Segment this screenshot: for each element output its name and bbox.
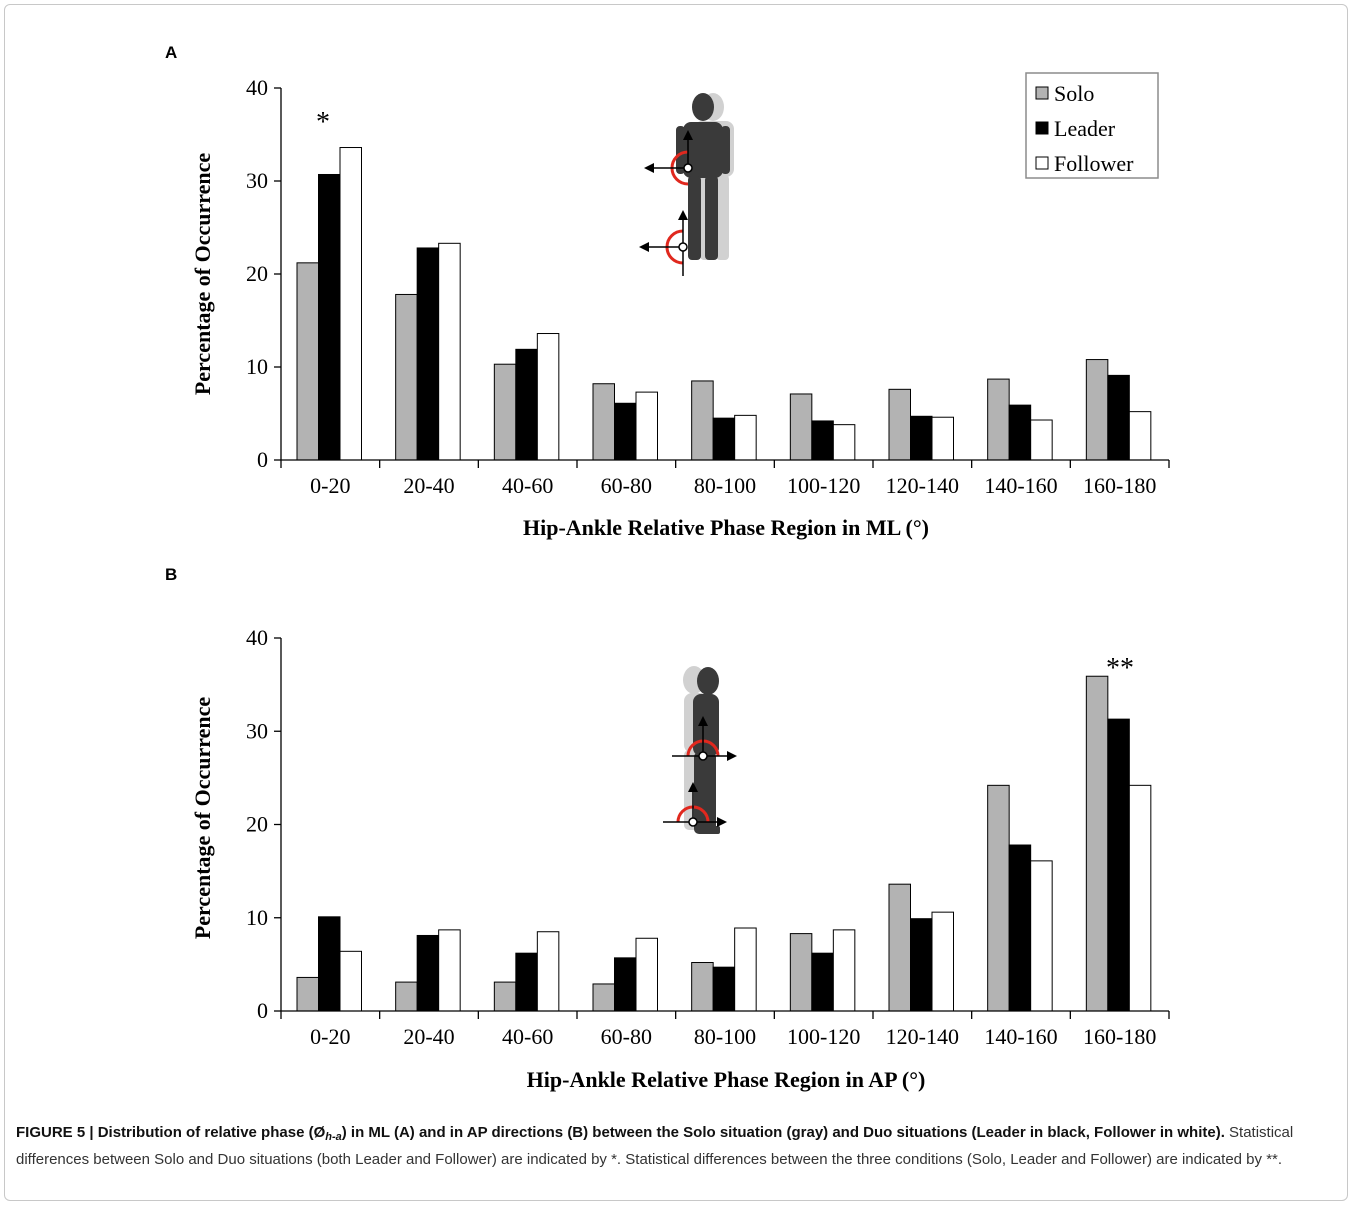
y-axis-title-a: Percentage of Occurrence [190, 153, 215, 396]
y-axis-title-b: Percentage of Occurrence [190, 697, 215, 940]
significance-marker-a: * [316, 107, 330, 138]
bar-follower-40-60 [536, 931, 560, 1012]
bar-solo-100-120 [789, 933, 813, 1012]
bar-leader-40-60 [515, 952, 538, 1012]
bar-solo-120-140 [888, 883, 911, 1012]
figure-frame [4, 4, 1348, 1201]
legend-swatch-solo [1035, 86, 1049, 100]
bar-solo-20-40 [395, 981, 418, 1012]
bar-solo-160-180 [1085, 675, 1109, 1012]
bar-follower-60-80 [635, 937, 658, 1012]
bar-leader-20-40 [416, 934, 440, 1012]
y-tick-label: 0 [257, 447, 268, 472]
x-tick-label-20-40: 20-40 [403, 1024, 454, 1049]
legend-label-follower: Follower [1054, 151, 1134, 176]
standing-person-frontal-icon [639, 93, 734, 276]
caption-body: Statistical differences between Solo and… [16, 1124, 1294, 1168]
bar-solo-80-100 [691, 962, 714, 1012]
x-tick-label-40-60: 40-60 [502, 473, 553, 498]
x-tick-label-40-60: 40-60 [502, 1024, 553, 1049]
x-tick-label-0-20: 0-20 [310, 473, 350, 498]
y-tick-label: 20 [246, 261, 268, 286]
caption-lead: FIGURE 5 | Distribution of relative phas… [16, 1124, 1225, 1143]
caption-subscript: h-a [325, 1131, 342, 1143]
bar-leader-0-20 [318, 916, 341, 1012]
bar-leader-80-100 [712, 966, 736, 1012]
x-axis-title-a: Hip-Ankle Relative Phase Region in ML (°… [523, 515, 929, 540]
y-tick-label: 10 [246, 905, 268, 930]
bar-leader-60-80 [614, 957, 637, 1012]
figure-caption: FIGURE 5 | Distribution of relative phas… [16, 1122, 1342, 1170]
legend-swatch-leader [1035, 121, 1049, 135]
x-tick-label-60-80: 60-80 [601, 1024, 652, 1049]
x-tick-label-140-160: 140-160 [984, 473, 1057, 498]
legend: Solo Leader Follower [1025, 72, 1159, 179]
bar-follower-20-40 [438, 929, 461, 1012]
x-tick-label-80-100: 80-100 [694, 473, 756, 498]
x-tick-label-120-140: 120-140 [886, 1024, 959, 1049]
bar-solo-60-80 [592, 983, 615, 1012]
bar-follower-140-160 [1030, 860, 1053, 1012]
bar-leader-160-180 [1107, 718, 1130, 1012]
bar-solo-0-20 [296, 976, 319, 1012]
bar-follower-160-180 [1128, 784, 1152, 1012]
x-tick-label-100-120: 100-120 [787, 1024, 860, 1049]
bar-follower-80-100 [734, 927, 757, 1012]
chart-panel-a: 0 10 20 30 40 0-20 20-40 40-60 60-80 80-100 100-12… [190, 72, 1170, 540]
panel-label-a: A [165, 43, 178, 62]
axes-group-a: 0 10 20 30 40 0-20 20-40 40-60 60-80 80-100 100-12… [246, 75, 1170, 498]
standing-person-sagittal-icon [663, 666, 737, 834]
x-tick-label-160-180: 160-180 [1083, 1024, 1156, 1049]
chart-panel-b: 0 10 20 30 40 0-20 20-40 40-60 60-80 80-100 100-12… [190, 625, 1170, 1092]
bar-leader-120-140 [910, 918, 933, 1012]
x-tick-label-0-20: 0-20 [310, 1024, 350, 1049]
bar-leader-140-160 [1008, 844, 1032, 1012]
y-tick-label: 20 [246, 812, 268, 837]
caption-bold-text: ) in ML (A) and in AP directions (B) bet… [341, 1124, 1225, 1141]
bar-follower-120-140 [931, 911, 954, 1012]
bar-solo-140-160 [987, 784, 1010, 1012]
y-tick-label: 40 [246, 625, 268, 650]
bars-group-b [296, 675, 1152, 1012]
x-tick-label-20-40: 20-40 [403, 473, 454, 498]
x-tick-label-60-80: 60-80 [601, 473, 652, 498]
y-tick-label: 30 [246, 718, 268, 743]
legend-swatch-follower [1035, 156, 1049, 170]
bar-follower-100-120 [832, 929, 856, 1012]
x-tick-label-80-100: 80-100 [694, 1024, 756, 1049]
x-tick-label-100-120: 100-120 [787, 473, 860, 498]
legend-label-leader: Leader [1054, 116, 1116, 141]
bars-group-a [296, 147, 1152, 461]
x-tick-label-120-140: 120-140 [886, 473, 959, 498]
significance-marker-b: ** [1106, 653, 1134, 684]
bar-leader-100-120 [811, 952, 834, 1012]
x-tick-label-140-160: 140-160 [984, 1024, 1057, 1049]
x-tick-label-160-180: 160-180 [1083, 473, 1156, 498]
y-tick-label: 30 [246, 168, 268, 193]
bar-solo-40-60 [493, 981, 517, 1012]
caption-label: FIGURE 5 | Distribution of relative phas… [16, 1124, 326, 1141]
y-tick-label: 0 [257, 998, 268, 1023]
x-axis-title-b: Hip-Ankle Relative Phase Region in AP (°… [527, 1067, 926, 1092]
y-tick-label: 40 [246, 75, 268, 100]
panel-label-b: B [165, 565, 178, 584]
legend-label-solo: Solo [1054, 81, 1094, 106]
axes-group-b: 0 10 20 30 40 0-20 20-40 40-60 60-80 80-100 100-12… [246, 625, 1170, 1049]
bar-follower-0-20 [339, 950, 362, 1012]
y-tick-label: 10 [246, 354, 268, 379]
